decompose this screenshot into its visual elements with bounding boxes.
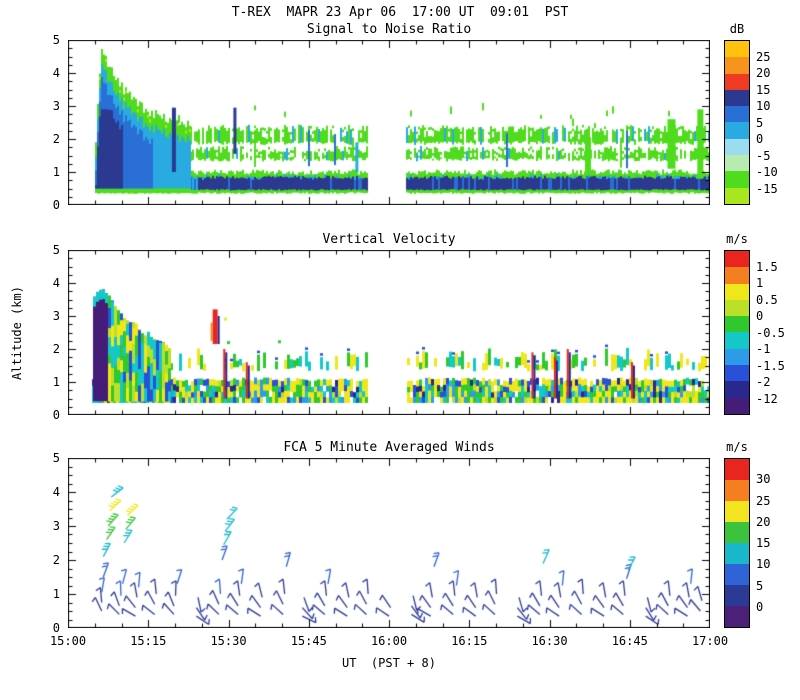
winds-barbs-canvas <box>68 458 710 628</box>
colorbar-tick-label: 0 <box>756 599 764 614</box>
colorbar-segment <box>725 501 749 522</box>
colorbar-tick-label: 5 <box>756 578 764 593</box>
colorbar-tick-label: -0.5 <box>756 325 785 340</box>
x-axis-label: UT (PST + 8) <box>342 656 436 670</box>
colorbar-segment <box>725 522 749 543</box>
y-tick-label: 5 <box>52 451 60 465</box>
colorbar-segment <box>725 41 749 58</box>
x-tick-label: 16:45 <box>611 634 648 648</box>
winds-panel-title: FCA 5 Minute Averaged Winds <box>283 440 495 455</box>
colorbar-tick-label: 10 <box>756 557 771 572</box>
colorbar-tick-label: -10 <box>756 165 778 179</box>
colorbar-segment <box>725 564 749 585</box>
colorbar-tick-label: -1.5 <box>756 358 785 373</box>
colorbar-tick-label: 0 <box>756 132 764 146</box>
colorbar-segment <box>725 459 749 480</box>
colorbar-tick-label: 5 <box>756 115 764 130</box>
colorbar-tick-label: 10 <box>756 99 771 113</box>
velocity-colorbar-units: m/s <box>726 232 748 246</box>
snr-colorbar-units: dB <box>729 22 745 36</box>
colorbar-segment <box>725 585 749 606</box>
colorbar-tick-label: 20 <box>756 66 771 80</box>
x-tick-label: 15:30 <box>210 634 247 648</box>
colorbar-tick-label: 0.5 <box>756 292 778 307</box>
x-tick-label: 15:00 <box>49 634 87 648</box>
y-tick-label: 3 <box>52 99 60 113</box>
colorbar-tick-label: 25 <box>756 49 771 64</box>
colorbar-segment <box>725 267 749 284</box>
x-tick-label: 15:15 <box>130 634 167 648</box>
colorbar-segment <box>725 316 749 333</box>
x-tick-label: 17:00 <box>691 634 729 648</box>
colorbar-segment <box>725 365 749 382</box>
colorbar-tick-label: -15 <box>756 181 778 196</box>
colorbar-tick-label: 0 <box>756 309 764 323</box>
y-tick-label: 0 <box>52 408 60 422</box>
y-tick-label: 2 <box>52 132 60 146</box>
colorbar-segment <box>725 381 749 398</box>
y-tick-label: 5 <box>52 33 60 47</box>
colorbar-tick-label: 30 <box>756 472 771 487</box>
colorbar-tick-label: 1.5 <box>756 259 778 274</box>
winds-colorbar <box>724 458 750 628</box>
colorbar-segment <box>725 332 749 349</box>
y-tick-label: 1 <box>52 165 60 179</box>
colorbar-tick-label: -5 <box>756 148 771 163</box>
y-tick-label: 3 <box>52 519 60 533</box>
colorbar-tick-label: -2 <box>756 375 771 389</box>
colorbar-tick-label: -1 <box>756 342 771 356</box>
colorbar-tick-label: -12 <box>756 391 778 406</box>
y-tick-label: 0 <box>52 198 60 212</box>
colorbar-segment <box>725 106 749 123</box>
colorbar-segment <box>725 171 749 188</box>
x-tick-label: 16:00 <box>370 634 408 648</box>
colorbar-segment <box>725 543 749 564</box>
y-axis-label: Altitude (km) <box>10 286 24 380</box>
colorbar-tick-label: 25 <box>756 493 771 508</box>
y-tick-label: 2 <box>52 553 60 567</box>
colorbar-segment <box>725 606 749 627</box>
colorbar-segment <box>725 89 749 107</box>
y-tick-label: 3 <box>52 309 60 323</box>
snr-panel-title: Signal to Noise Ratio <box>306 22 472 37</box>
x-tick-label: 16:30 <box>531 634 568 648</box>
snr-colorbar <box>724 40 750 205</box>
vertical-velocity-canvas <box>68 250 710 415</box>
colorbar-segment <box>725 187 749 204</box>
y-tick-label: 2 <box>52 342 60 356</box>
x-tick-label: 16:15 <box>451 634 488 648</box>
y-tick-label: 4 <box>52 276 60 290</box>
velocity-colorbar <box>724 250 750 415</box>
colorbar-segment <box>725 251 749 268</box>
colorbar-segment <box>725 155 749 172</box>
colorbar-tick-label: 20 <box>756 514 771 529</box>
y-tick-label: 4 <box>52 485 60 499</box>
colorbar-segment <box>725 73 749 90</box>
y-tick-label: 5 <box>52 243 60 257</box>
colorbar-segment <box>725 299 749 317</box>
colorbar-segment <box>725 138 749 156</box>
colorbar-segment <box>725 122 749 139</box>
y-tick-label: 0 <box>52 621 60 635</box>
figure-title: T-REX MAPR 23 Apr 06 17:00 UT 09:01 PST <box>231 5 569 20</box>
colorbar-segment <box>725 283 749 300</box>
colorbar-segment <box>725 480 749 501</box>
y-tick-label: 1 <box>52 375 60 389</box>
velocity-panel-title: Vertical Velocity <box>322 232 456 247</box>
colorbar-segment <box>725 397 749 414</box>
winds-colorbar-units: m/s <box>726 440 748 454</box>
x-tick-label: 15:45 <box>290 634 327 648</box>
colorbar-tick-label: 15 <box>756 82 771 97</box>
colorbar-segment <box>725 57 749 74</box>
colorbar-tick-label: 15 <box>756 536 771 550</box>
colorbar-segment <box>725 348 749 366</box>
snr-heatmap-canvas <box>68 40 710 205</box>
colorbar-tick-label: 1 <box>756 276 764 290</box>
y-tick-label: 1 <box>52 587 60 601</box>
y-tick-label: 4 <box>52 66 60 80</box>
